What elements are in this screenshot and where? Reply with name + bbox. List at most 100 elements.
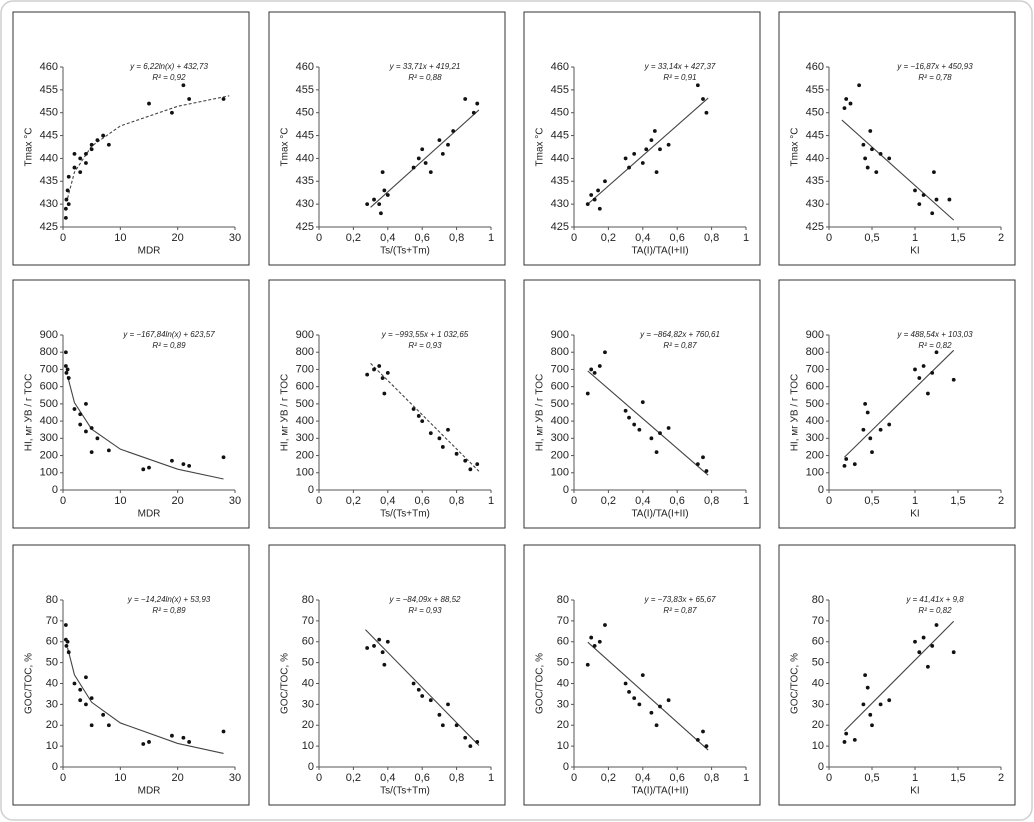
data-point bbox=[632, 151, 637, 156]
r-squared: R² = 0,87 bbox=[663, 341, 697, 350]
data-point bbox=[380, 650, 385, 655]
data-point bbox=[382, 662, 387, 667]
x-tick-label: 0,6 bbox=[670, 495, 685, 507]
x-tick-label: 2 bbox=[998, 495, 1004, 507]
y-tick-label: 450 bbox=[806, 107, 824, 119]
x-axis-label: MDR bbox=[138, 246, 161, 257]
data-point bbox=[913, 639, 917, 644]
x-tick-label: 2 bbox=[998, 232, 1004, 244]
y-tick-label: 70 bbox=[46, 615, 58, 627]
x-tick-label: 1 bbox=[912, 495, 918, 507]
data-point bbox=[454, 723, 459, 728]
panel-frame bbox=[268, 279, 506, 529]
y-tick-label: 50 bbox=[812, 657, 824, 669]
data-point bbox=[695, 462, 700, 467]
chart-panel: 425 430 435 440 445 450 455 460 0 0,2 0,4 0,6 0,8 1 Ts… bbox=[268, 11, 506, 266]
data-point bbox=[89, 426, 94, 430]
y-tick-label: 425 bbox=[40, 221, 58, 233]
data-point bbox=[857, 83, 861, 88]
data-point bbox=[870, 450, 874, 455]
r-squared: R² = 0,88 bbox=[408, 73, 442, 82]
x-axis-label: MDR bbox=[138, 786, 161, 797]
x-tick-label: 0,4 bbox=[380, 772, 395, 784]
y-tick-label: 800 bbox=[296, 346, 314, 358]
x-tick-label: 0 bbox=[826, 232, 832, 244]
y-tick-label: 100 bbox=[40, 467, 58, 479]
y-tick-label: 900 bbox=[40, 329, 58, 341]
y-tick-label: 0 bbox=[818, 484, 824, 496]
data-point bbox=[428, 170, 433, 175]
trend-line bbox=[587, 641, 709, 751]
y-tick-label: 900 bbox=[296, 329, 314, 341]
x-axis-label: Ts/(Ts+Tm) bbox=[380, 509, 430, 520]
y-tick-label: 50 bbox=[302, 657, 314, 669]
y-tick-label: 40 bbox=[302, 677, 314, 689]
y-tick-label: 60 bbox=[557, 636, 569, 648]
data-point bbox=[63, 206, 68, 211]
x-tick-label: 0,8 bbox=[449, 495, 464, 507]
y-tick-label: 400 bbox=[296, 415, 314, 427]
x-tick-label: 0,2 bbox=[346, 232, 361, 244]
chart-panel: 0 10 20 30 40 50 60 70 80 0 10 20 30 MDR GOC/TOC, % y =… bbox=[12, 544, 250, 806]
y-tick-label: 0 bbox=[563, 761, 569, 773]
x-tick-label: 0 bbox=[60, 232, 66, 244]
data-point bbox=[101, 133, 106, 138]
data-point bbox=[440, 445, 445, 449]
y-tick-label: 200 bbox=[551, 449, 569, 461]
data-point bbox=[704, 110, 709, 115]
data-point bbox=[365, 372, 370, 377]
equation: y = −84,09x + 88,52 bbox=[389, 595, 461, 604]
r-squared: R² = 0,78 bbox=[918, 73, 952, 82]
data-point bbox=[65, 367, 70, 372]
equation: y = −993,55x + 1 032,65 bbox=[381, 330, 469, 339]
data-point bbox=[623, 408, 628, 413]
y-axis-label: HI, мг УВ / г TOC bbox=[535, 374, 546, 452]
data-point bbox=[377, 364, 382, 368]
panel-frame bbox=[12, 544, 250, 806]
data-point bbox=[842, 106, 847, 111]
x-axis-label: TA(I)/TA(I+II) bbox=[631, 786, 688, 797]
data-point bbox=[887, 698, 892, 703]
x-tick-label: 0,6 bbox=[670, 772, 685, 784]
y-tick-label: 425 bbox=[551, 221, 569, 233]
r-squared: R² = 0,93 bbox=[408, 606, 442, 615]
data-point bbox=[95, 436, 100, 441]
data-point bbox=[468, 467, 473, 472]
y-tick-label: 900 bbox=[551, 329, 569, 341]
data-point bbox=[627, 415, 631, 420]
data-point bbox=[585, 202, 590, 207]
x-axis-label: KI bbox=[910, 786, 919, 797]
data-point bbox=[106, 448, 111, 453]
equation: y = 33,71x + 419,21 bbox=[389, 62, 461, 71]
data-point bbox=[637, 702, 642, 707]
y-tick-label: 430 bbox=[551, 198, 569, 210]
data-point bbox=[416, 156, 421, 161]
y-tick-label: 0 bbox=[52, 761, 58, 773]
panel-frame bbox=[12, 11, 250, 266]
data-point bbox=[365, 202, 370, 207]
data-point bbox=[870, 723, 874, 728]
y-tick-label: 80 bbox=[812, 594, 824, 606]
x-axis-label: TA(I)/TA(I+II) bbox=[631, 509, 688, 520]
x-tick-label: 0,2 bbox=[601, 772, 616, 784]
y-tick-label: 500 bbox=[551, 398, 569, 410]
data-point bbox=[921, 193, 926, 197]
data-point bbox=[623, 156, 628, 161]
x-axis-label: TA(I)/TA(I+II) bbox=[631, 246, 688, 257]
y-axis-label: HI, мг УВ / г TOC bbox=[790, 374, 801, 452]
data-point bbox=[652, 129, 657, 133]
x-tick-label: 0,6 bbox=[415, 232, 430, 244]
data-point bbox=[865, 165, 870, 170]
data-point bbox=[170, 733, 174, 738]
y-tick-label: 455 bbox=[551, 84, 569, 96]
x-tick-label: 0,8 bbox=[704, 495, 719, 507]
data-point bbox=[865, 685, 870, 690]
data-point bbox=[921, 635, 926, 640]
y-tick-label: 70 bbox=[302, 615, 314, 627]
data-point bbox=[372, 644, 376, 648]
data-point bbox=[72, 407, 77, 411]
x-tick-label: 0,4 bbox=[635, 772, 650, 784]
y-tick-label: 30 bbox=[46, 698, 58, 710]
data-point bbox=[78, 170, 83, 175]
trend-line bbox=[67, 647, 224, 754]
